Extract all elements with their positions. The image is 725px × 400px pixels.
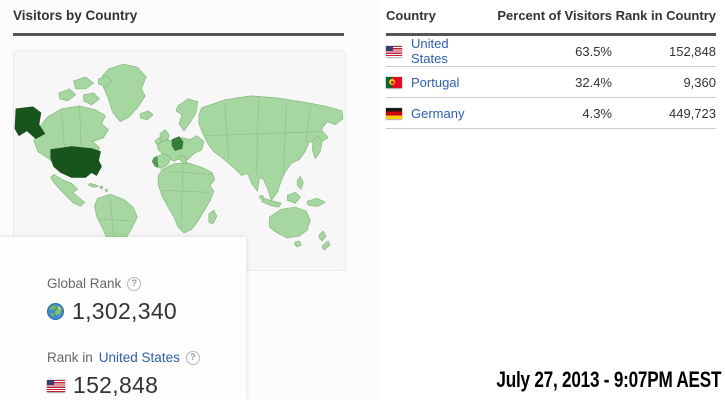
global-rank-value-row: 1,302,340 bbox=[47, 298, 246, 325]
table-row: United States 63.5% 152,848 bbox=[386, 36, 716, 67]
rank-in-country-link[interactable]: United States bbox=[98, 350, 180, 365]
us-flag-icon bbox=[386, 45, 402, 57]
global-rank-label-row: Global Rank ? bbox=[47, 276, 246, 291]
rank-value: 152,848 bbox=[669, 43, 716, 59]
help-icon[interactable]: ? bbox=[127, 276, 142, 291]
rank-in-prefix: Rank in bbox=[47, 350, 93, 365]
panel-title: Visitors by Country bbox=[13, 8, 344, 36]
country-link-germany[interactable]: Germany bbox=[411, 105, 465, 121]
country-rank-value: 152,848 bbox=[73, 372, 159, 398]
portugal-flag-icon bbox=[386, 76, 402, 88]
world-map-svg bbox=[14, 63, 344, 262]
map-portugal bbox=[151, 156, 159, 168]
table-header: Country Percent of Visitors Rank in Coun… bbox=[386, 8, 716, 36]
global-rank-value: 1,302,340 bbox=[72, 298, 178, 324]
table-row: Portugal 32.4% 9,360 bbox=[386, 67, 716, 98]
percent-column-header: Percent of Visitors bbox=[497, 8, 612, 23]
rank-column-header: Rank in Country bbox=[615, 8, 716, 23]
rank-value: 449,723 bbox=[669, 105, 716, 121]
germany-flag-icon bbox=[386, 107, 402, 119]
country-link-united-states[interactable]: United States bbox=[411, 36, 449, 66]
capture-timestamp: July 27, 2013 - 9:07PM AEST bbox=[496, 367, 721, 392]
country-rank-value-row: 152,848 bbox=[47, 372, 246, 399]
visitors-by-country-panel: Visitors by Country bbox=[0, 8, 346, 400]
help-icon[interactable]: ? bbox=[185, 350, 200, 365]
map-germany bbox=[171, 136, 184, 151]
percent-value: 4.3% bbox=[582, 105, 612, 121]
globe-icon bbox=[47, 303, 64, 320]
map-united-states bbox=[14, 106, 102, 178]
rank-in-country-label-row: Rank in United States ? bbox=[47, 350, 246, 365]
us-flag-icon bbox=[47, 379, 65, 392]
global-rank-label: Global Rank bbox=[47, 276, 122, 291]
table-row: Germany 4.3% 449,723 bbox=[386, 98, 716, 129]
country-column-header: Country bbox=[386, 8, 436, 23]
visitors-country-table: Country Percent of Visitors Rank in Coun… bbox=[386, 8, 716, 129]
percent-value: 32.4% bbox=[575, 74, 612, 90]
country-link-portugal[interactable]: Portugal bbox=[411, 74, 460, 90]
rank-card: Global Rank ? 1,302,340 Rank in United S… bbox=[0, 237, 246, 400]
percent-value: 63.5% bbox=[575, 43, 612, 59]
rank-value: 9,360 bbox=[683, 74, 716, 90]
world-map bbox=[13, 50, 346, 271]
